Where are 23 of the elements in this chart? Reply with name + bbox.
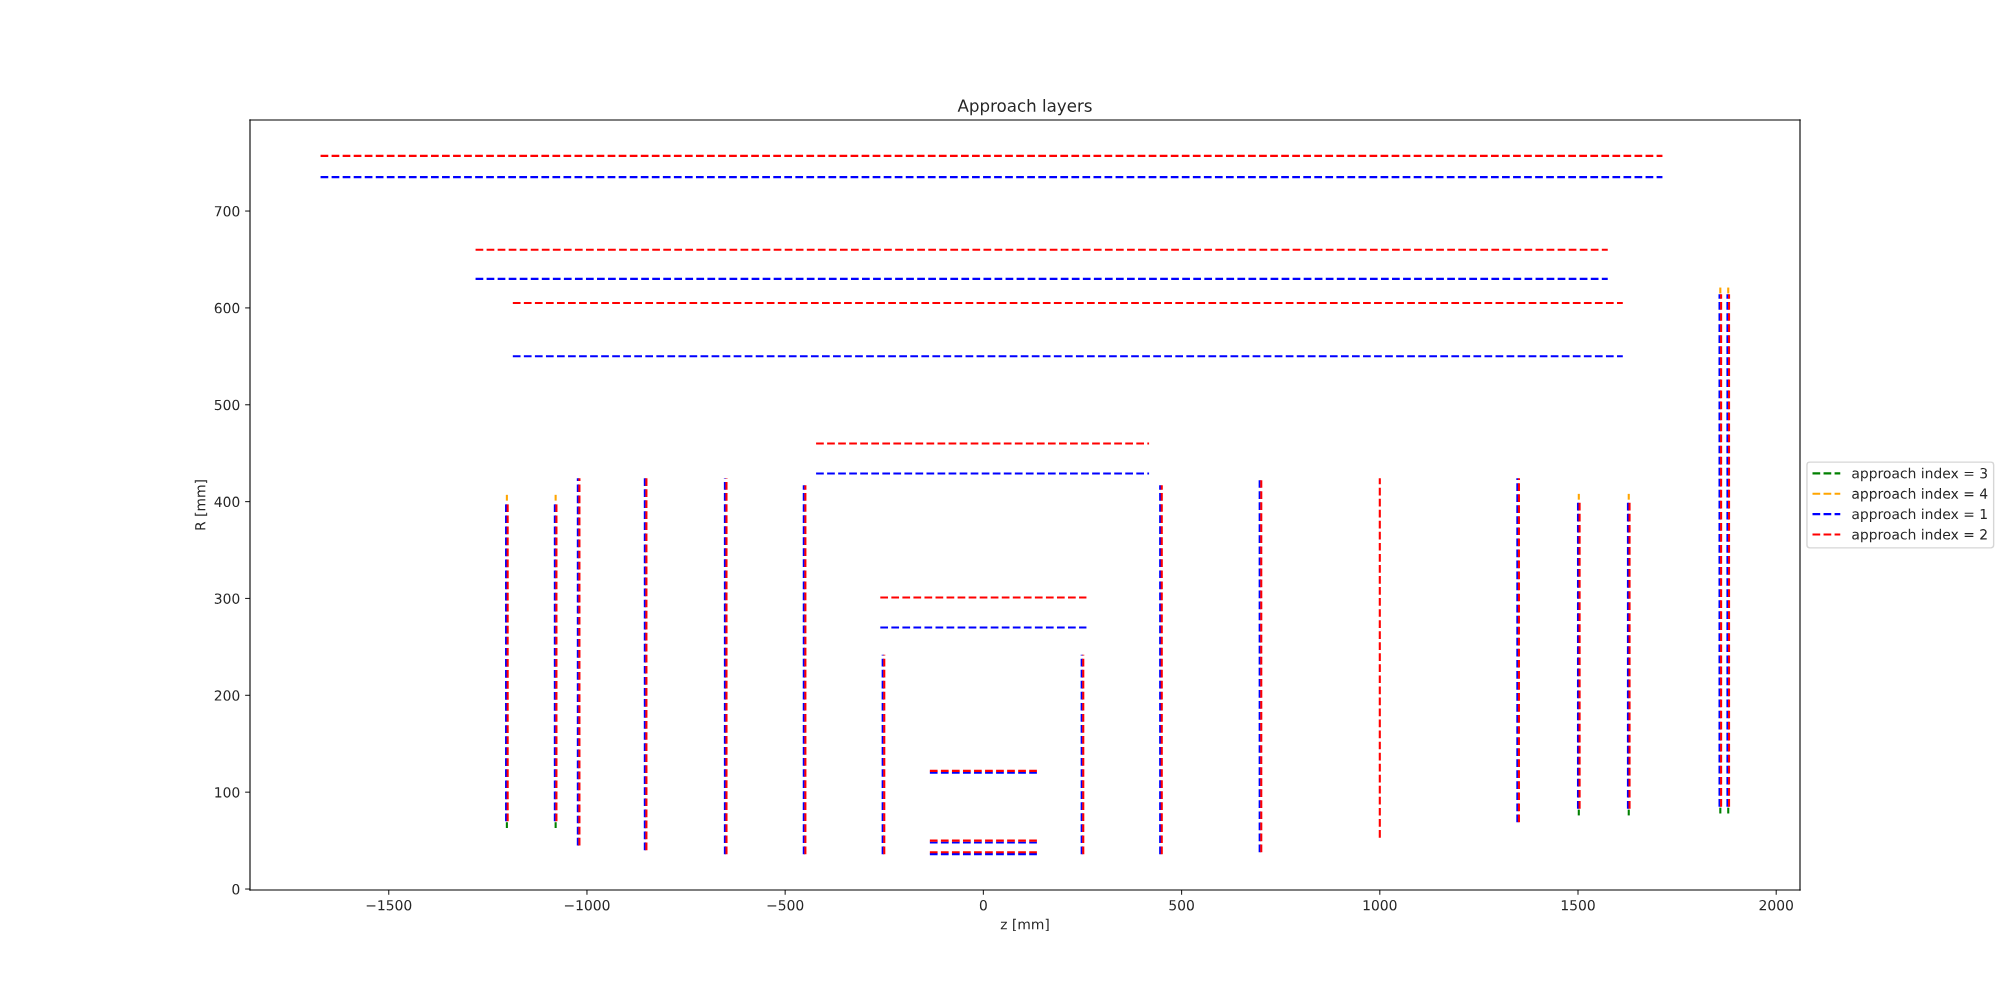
x-axis-title: z [mm] bbox=[1000, 918, 1049, 932]
x-tick-label: 1500 bbox=[1561, 899, 1595, 911]
x-tick-label: 1000 bbox=[1363, 899, 1397, 911]
y-tick-label: 0 bbox=[232, 884, 240, 895]
x-tick-label: −1500 bbox=[366, 899, 412, 911]
y-tick-label: 600 bbox=[214, 302, 240, 314]
y-tick-label: 200 bbox=[214, 690, 240, 701]
x-tick-label: 2000 bbox=[1759, 899, 1793, 911]
legend-label: approach index = 2 bbox=[1852, 528, 1987, 543]
x-tick-label: −500 bbox=[767, 899, 804, 911]
y-tick-label: 300 bbox=[214, 593, 240, 604]
x-tick-label: 500 bbox=[1169, 899, 1194, 911]
y-axis-title: R [mm] bbox=[194, 480, 208, 530]
legend-label: approach index = 3 bbox=[1852, 467, 1987, 482]
y-tick-label: 500 bbox=[214, 399, 240, 411]
y-tick-label: 400 bbox=[214, 496, 240, 508]
legend-label: approach index = 4 bbox=[1852, 488, 1988, 502]
y-tick-label: 700 bbox=[214, 206, 240, 217]
legend-label: approach index = 1 bbox=[1852, 508, 1987, 522]
x-tick-label: −1000 bbox=[564, 899, 610, 911]
chart-title: Approach layers bbox=[957, 99, 1092, 116]
y-tick-label: 100 bbox=[215, 787, 240, 798]
x-tick-label: 0 bbox=[979, 899, 987, 911]
